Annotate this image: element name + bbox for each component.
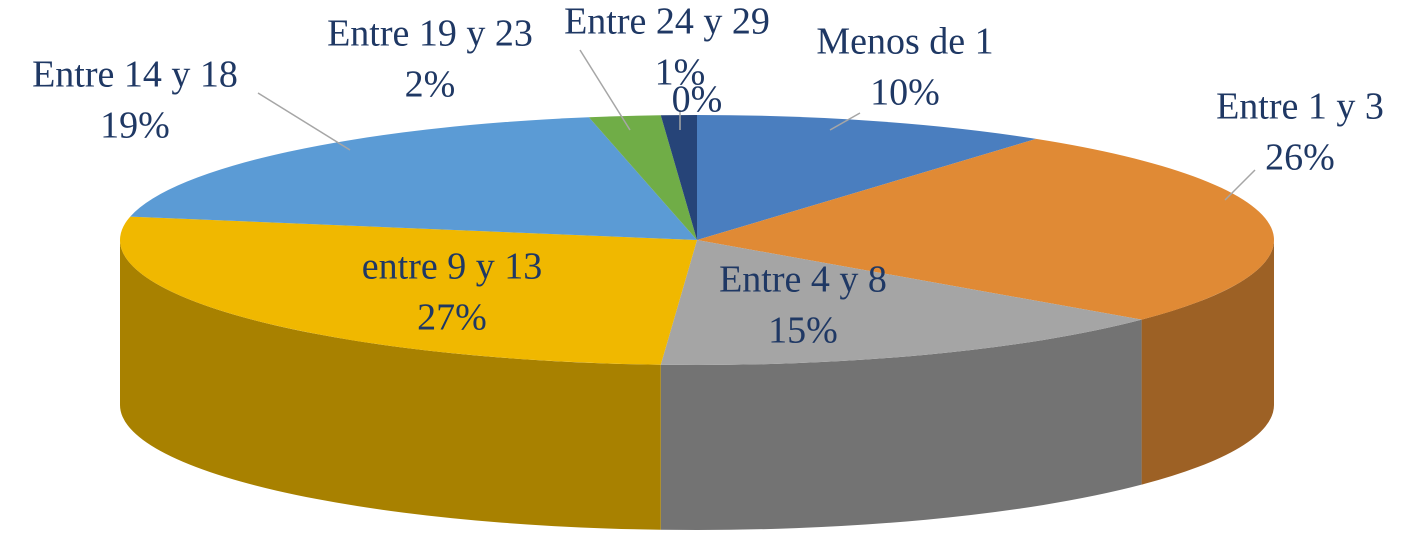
- slice-label: Entre 4 y 8: [719, 259, 887, 301]
- leader-line: [829, 112, 861, 131]
- slice: [697, 115, 1037, 240]
- slice-value-label: 15%: [768, 310, 838, 352]
- slice: [119, 216, 697, 365]
- slice-value-label: 0%: [672, 79, 723, 121]
- slice-label: Entre 1 y 3: [1216, 86, 1384, 128]
- slice-label: Menos de 1: [816, 21, 993, 63]
- slice: [660, 240, 1142, 365]
- leader-line: [1224, 169, 1256, 201]
- slice-value-label: 19%: [100, 105, 170, 147]
- slice-label: entre 9 y 13: [362, 246, 542, 288]
- slice-value-label: 27%: [417, 297, 487, 339]
- slice: [130, 117, 697, 240]
- slice-value-label: 2%: [405, 64, 456, 106]
- leader-line: [257, 92, 351, 151]
- slice-side: [120, 240, 661, 530]
- slice-label: Entre 19 y 23: [327, 13, 533, 55]
- slice-label: Entre 24 y 29: [564, 1, 770, 43]
- slice: [697, 138, 1275, 320]
- slice: [588, 115, 697, 240]
- slice-side: [660, 319, 1142, 530]
- slice-label: Entre 14 y 18: [32, 54, 238, 96]
- slice: [660, 115, 697, 240]
- slice-value-label: 10%: [870, 72, 940, 114]
- slice-side: [1141, 240, 1274, 485]
- slice-value-label: 26%: [1265, 137, 1335, 179]
- slice-value-label: 1%: [655, 52, 706, 94]
- leader-line: [579, 49, 631, 131]
